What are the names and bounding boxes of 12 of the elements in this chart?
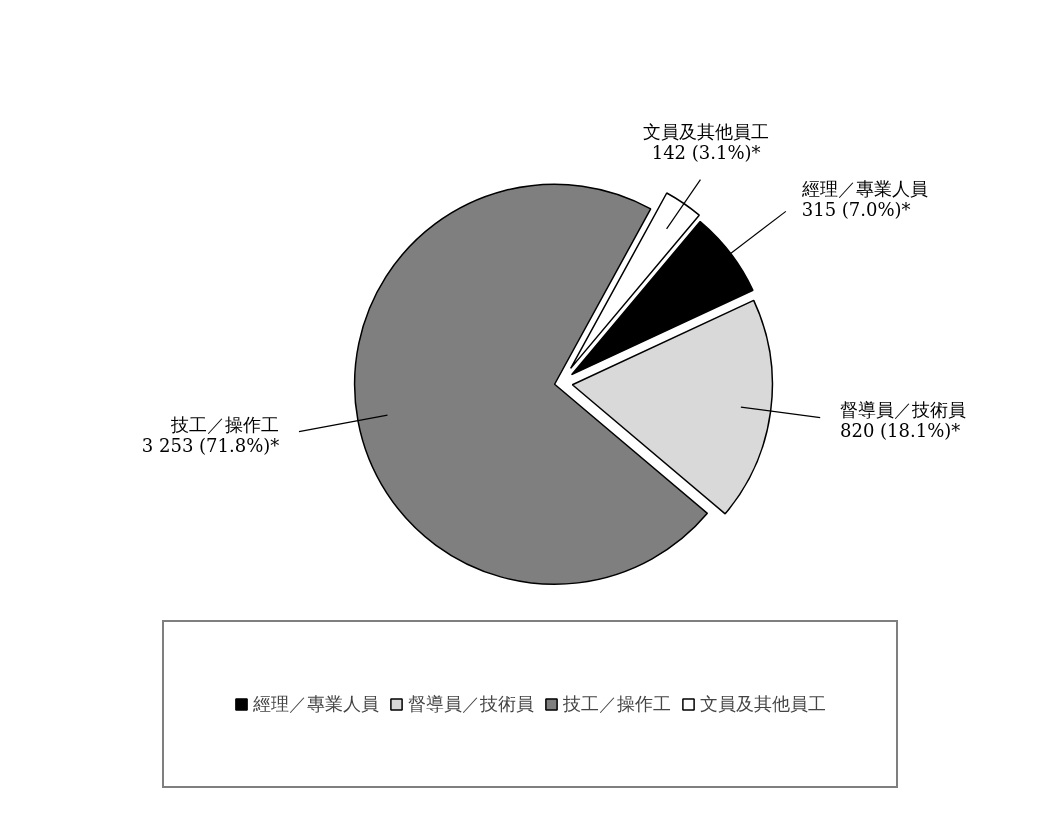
data-label: 820 (18.1%)* bbox=[840, 420, 961, 442]
legend-label: 督導員／技術員 bbox=[408, 692, 534, 716]
slice-label: 文員及其他員工 bbox=[643, 120, 770, 142]
slice-label: 經理／專業人員 bbox=[800, 178, 928, 200]
legend-label: 經理／專業人員 bbox=[253, 692, 379, 716]
slice-label: 技工／操作工 bbox=[170, 414, 280, 436]
data-label: 3 253 (71.8%)* bbox=[141, 435, 280, 457]
data-label: 142 (3.1%)* bbox=[651, 141, 761, 163]
legend-label: 文員及其他員工 bbox=[700, 692, 826, 716]
slice-label: 督導員／技術員 bbox=[840, 399, 967, 421]
data-label: 315 (7.0%)* bbox=[801, 199, 911, 221]
legend-label: 技工／操作工 bbox=[563, 692, 671, 716]
